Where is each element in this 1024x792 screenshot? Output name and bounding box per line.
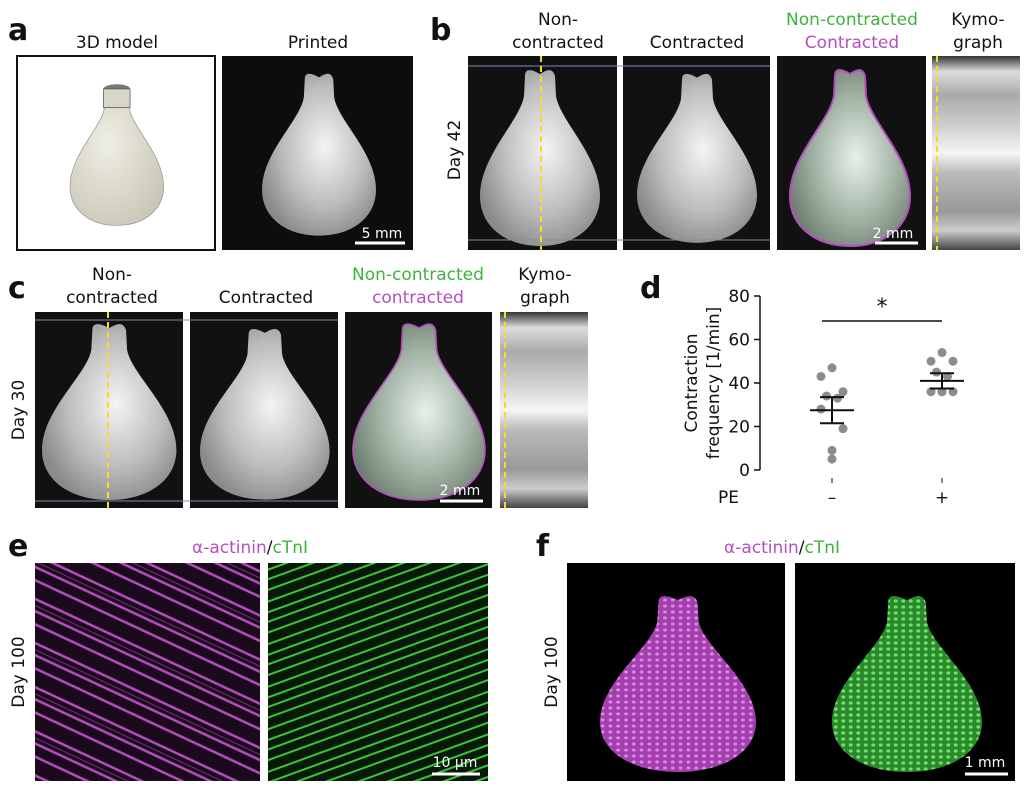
error-bar	[820, 396, 844, 425]
image-ctni	[268, 563, 488, 781]
stain-label: α-actinin/cTnI	[192, 538, 308, 558]
panel-label: c	[8, 271, 26, 306]
row-label: Day 42	[445, 120, 465, 181]
column-header: Non-contracted	[786, 10, 918, 30]
scale-label: 10 µm	[433, 755, 478, 771]
point	[816, 404, 826, 414]
scale-label: 2 mm	[873, 226, 914, 242]
stain-2: cTnI	[804, 538, 840, 558]
panel-label: a	[8, 13, 28, 48]
point	[827, 363, 837, 373]
point	[937, 387, 947, 397]
point	[948, 356, 958, 366]
y-tick-label: 20	[728, 418, 750, 438]
x-tick-label: –	[828, 488, 837, 508]
y-tick-label: 40	[728, 374, 750, 394]
row-label: Day 100	[542, 636, 562, 707]
scale-label: 2 mm	[440, 483, 481, 499]
column-header: Contracted	[219, 288, 313, 308]
column-header: Kymo-	[518, 265, 571, 285]
significance: *	[877, 295, 888, 320]
point	[833, 393, 842, 403]
point	[926, 387, 936, 397]
kymograph	[500, 312, 588, 508]
column-header: Contracted	[805, 33, 899, 53]
panel-label: b	[430, 13, 451, 48]
stain-2: cTnI	[272, 538, 308, 558]
y-axis-label: Contraction	[682, 333, 702, 432]
point	[827, 445, 837, 455]
row-label: Day 100	[9, 636, 29, 707]
kymograph	[932, 56, 1020, 250]
column-header: contracted	[372, 288, 464, 308]
panel-title: Printed	[288, 33, 348, 53]
stain-sep: /	[799, 538, 805, 558]
x-axis-label: PE	[718, 488, 739, 508]
point	[838, 387, 848, 397]
point	[926, 356, 936, 366]
column-header: graph	[520, 288, 570, 308]
point	[827, 454, 837, 464]
row-label: Day 30	[9, 380, 29, 441]
column-header: Non-	[92, 265, 132, 285]
column-header: contracted	[512, 33, 604, 53]
panel-label: d	[640, 271, 661, 306]
point	[932, 367, 941, 377]
chart: d 0 20 40 60 80 Contraction frequency [1/min] P…	[640, 271, 964, 508]
column-header: Contracted	[650, 33, 744, 53]
y-axis-label: frequency [1/min]	[704, 307, 724, 460]
point	[943, 371, 952, 381]
point	[937, 348, 947, 358]
column-header: Kymo-	[951, 10, 1004, 30]
scale-label: 5 mm	[362, 226, 403, 242]
point	[838, 424, 848, 434]
panel-title: 3D model	[76, 33, 158, 53]
point	[816, 371, 826, 381]
column-header: graph	[953, 33, 1003, 53]
y-tick-label: 0	[739, 461, 750, 481]
panel-label: f	[536, 529, 550, 564]
stain-1: α-actinin	[724, 538, 799, 558]
stain-label: α-actinin/cTnI	[724, 538, 840, 558]
column-header: contracted	[66, 288, 158, 308]
y-tick-label: 80	[728, 287, 750, 307]
x-tick-label: +	[935, 488, 949, 508]
stain-sep: /	[267, 538, 273, 558]
error-bar	[930, 372, 954, 390]
column-header: Non-contracted	[352, 265, 484, 285]
model-render	[69, 84, 164, 226]
scale-label: 1 mm	[965, 755, 1006, 771]
point	[948, 387, 958, 397]
panel-label: e	[8, 529, 28, 564]
image-actinin	[35, 563, 260, 781]
point	[822, 391, 831, 401]
y-tick-label: 60	[728, 331, 750, 351]
column-header: Non-	[538, 10, 578, 30]
stain-1: α-actinin	[192, 538, 267, 558]
